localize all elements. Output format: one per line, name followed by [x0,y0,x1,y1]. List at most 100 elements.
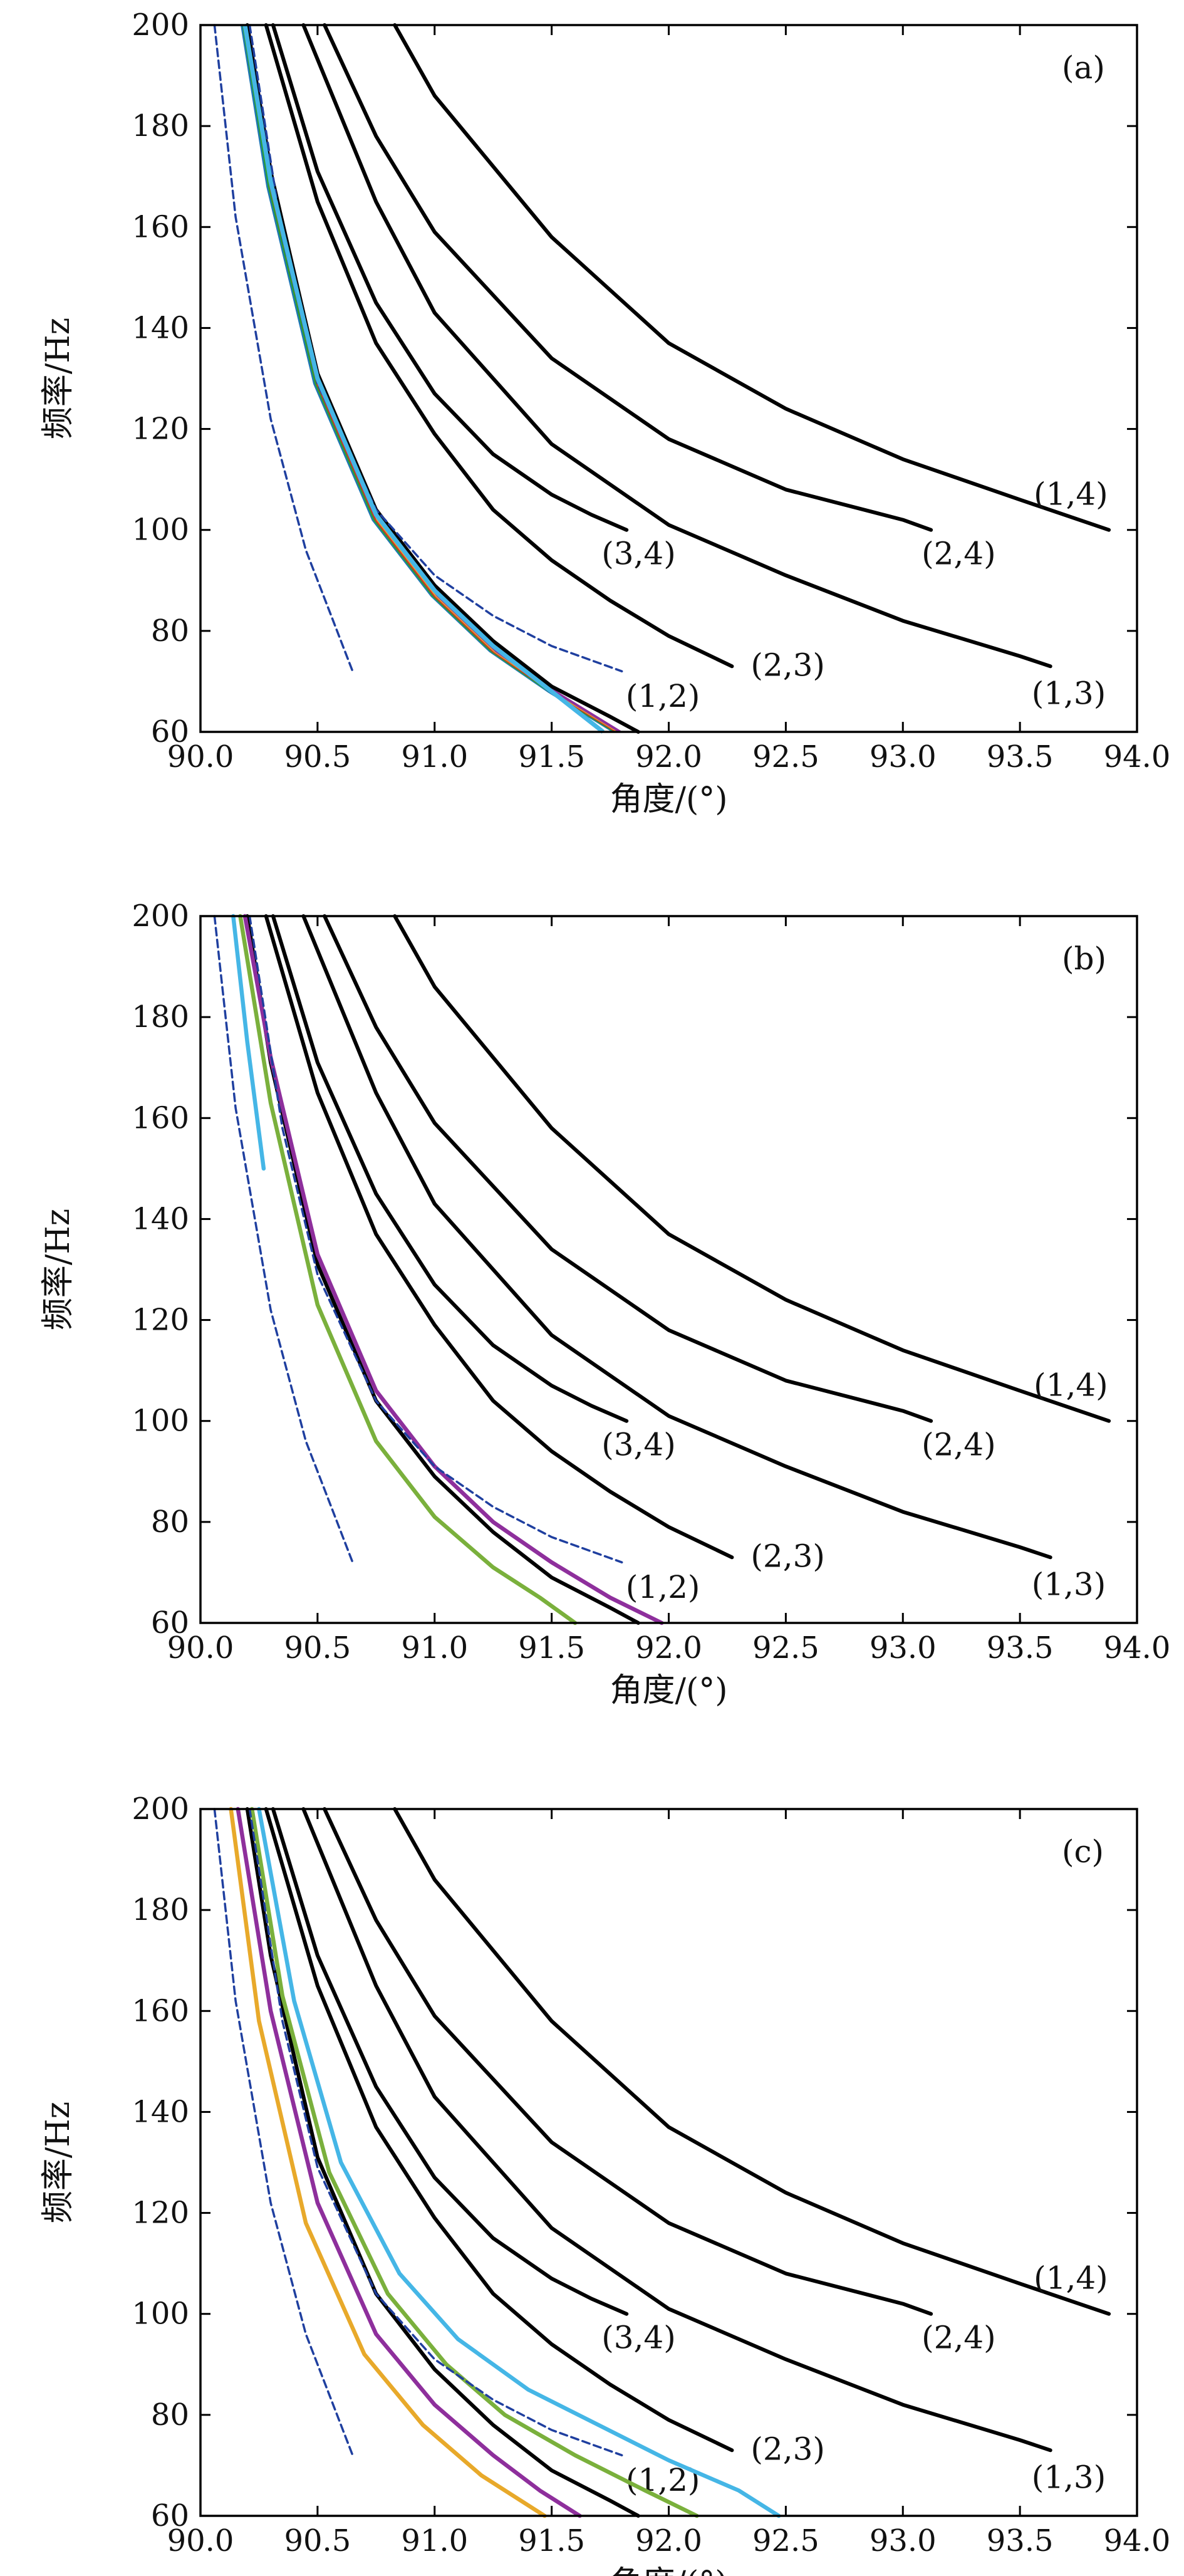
x-tick-label: 93.0 [870,2523,937,2558]
x-tick-label: 92.5 [752,739,819,774]
x-tick-label: 90.5 [284,1630,351,1666]
y-tick-label: 200 [132,8,189,43]
y-tick-label: 160 [132,1100,189,1135]
x-tick-label: 94.0 [1104,2523,1171,2558]
x-tick-label: 93.5 [987,1630,1054,1666]
y-tick-label: 60 [151,714,189,749]
x-tick-label: 90.0 [167,2523,234,2558]
y-tick-label: 160 [132,209,189,244]
y-axis-label: 频率/Hz [39,1209,77,1330]
panel-label: (b) [1062,941,1106,977]
series-line-orange-9 [229,1807,547,2518]
curve-label: (1,4) [1034,476,1108,513]
color-band-line [244,24,618,733]
x-axis-label: 角度/(°) [610,2565,727,2576]
curve-label: (1,3) [1032,1566,1106,1602]
y-tick-label: 100 [132,513,189,548]
x-tick-label: 92.5 [752,2523,819,2558]
x-tick-label: 91.5 [518,2523,585,2558]
curve-label: (2,4) [922,536,996,572]
series-line-purple-6 [242,914,664,1625]
series-line-blue-dashed-10 [248,915,623,1564]
x-tick-label: 93.0 [870,739,937,774]
x-tick-label: 90.5 [284,2523,351,2558]
y-tick-label: 60 [151,1605,189,1640]
x-tick-label: 91.0 [401,1630,468,1666]
curve-label: (2,3) [750,1538,825,1574]
curve-label: (2,3) [750,2431,825,2467]
y-tick-label: 200 [132,899,189,934]
y-tick-label: 180 [132,108,189,143]
series-line-14 [393,914,1111,1423]
y-tick-label: 60 [151,2498,189,2533]
x-axis-label: 角度/(°) [610,781,727,818]
plot-frame [199,915,1138,1624]
y-tick-label: 120 [132,412,189,447]
series-line-23 [264,1807,734,2453]
y-tick-label: 80 [151,2397,189,2433]
panel-label: (c) [1062,1833,1104,1870]
curve-label: (3,4) [601,1427,676,1463]
series-line-13 [301,1807,1052,2453]
series-line-14 [393,23,1111,532]
curve-label: (1,4) [1034,1367,1108,1404]
series-line-blue-dashed-7 [213,24,354,673]
y-tick-label: 100 [132,1404,189,1439]
series-line-13 [301,914,1052,1560]
series-line-24 [323,23,933,532]
chart-panel-2: (1,4) (2,4) (3,4) (1,3) (2,3) (1,2) 90.0 90.5 91… [39,899,1170,1709]
x-tick-label: 90.0 [167,1630,234,1666]
series-line-34 [271,914,629,1423]
y-tick-label: 140 [132,310,189,345]
x-tick-label: 90.5 [284,739,351,774]
curve-label: (1,3) [1032,2459,1106,2495]
x-tick-label: 91.5 [518,739,585,774]
y-tick-label: 80 [151,1504,189,1540]
y-tick-label: 160 [132,1993,189,2028]
y-axis-label: 频率/Hz [39,318,77,439]
curve-label: (1,3) [1032,675,1106,711]
x-tick-label: 92.0 [635,1630,702,1666]
y-tick-label: 180 [132,1892,189,1927]
x-tick-label: 93.5 [987,739,1054,774]
y-tick-label: 200 [132,1791,189,1827]
series-line-blue-dashed-11 [248,1808,623,2457]
y-tick-label: 120 [132,1303,189,1338]
curve-label: (2,3) [750,647,825,683]
y-tick-label: 80 [151,613,189,649]
x-tick-label: 91.0 [401,739,468,774]
curve-label: (3,4) [601,2320,676,2356]
series-line-blue-dashed-9 [213,915,354,1564]
y-tick-label: 180 [132,999,189,1035]
y-tick-label: 140 [132,2094,189,2129]
x-tick-label: 93.0 [870,1630,937,1666]
x-axis-label: 角度/(°) [610,1672,727,1709]
series-line-34 [271,1807,629,2316]
x-tick-label: 90.0 [167,739,234,774]
series-line-cyan-8 [231,914,266,1171]
series-line-purple-8 [236,1807,582,2518]
curve-label: (2,4) [922,1427,996,1463]
series-line-12 [245,1807,640,2518]
series-line-24 [323,1807,933,2316]
curve-label: (3,4) [601,536,676,572]
x-tick-label: 91.0 [401,2523,468,2558]
plot-frame [199,24,1138,733]
y-tick-label: 100 [132,2297,189,2332]
series-line-cyan-6 [257,1807,781,2518]
x-tick-label: 94.0 [1104,1630,1171,1666]
color-band-line [245,24,620,733]
cyan-overlay-line [242,24,605,734]
curve-label: (2,4) [922,2320,996,2356]
y-axis-label: 频率/Hz [39,2102,77,2223]
chart-panel-3: (1,4)(2,4)(3,4)(1,3)(2,3)(1,2)90.0 90.5 91… [39,1791,1170,2576]
curve-label: (1,2) [626,678,700,714]
series-line-13 [301,23,1052,669]
series-line-14 [393,1807,1111,2316]
panel-label: (a) [1062,50,1105,86]
curve-label: (1,2) [626,1569,700,1605]
x-tick-label: 92.0 [635,2523,702,2558]
series-line-23 [264,23,734,669]
x-tick-label: 92.0 [635,739,702,774]
y-tick-label: 140 [132,1201,189,1236]
